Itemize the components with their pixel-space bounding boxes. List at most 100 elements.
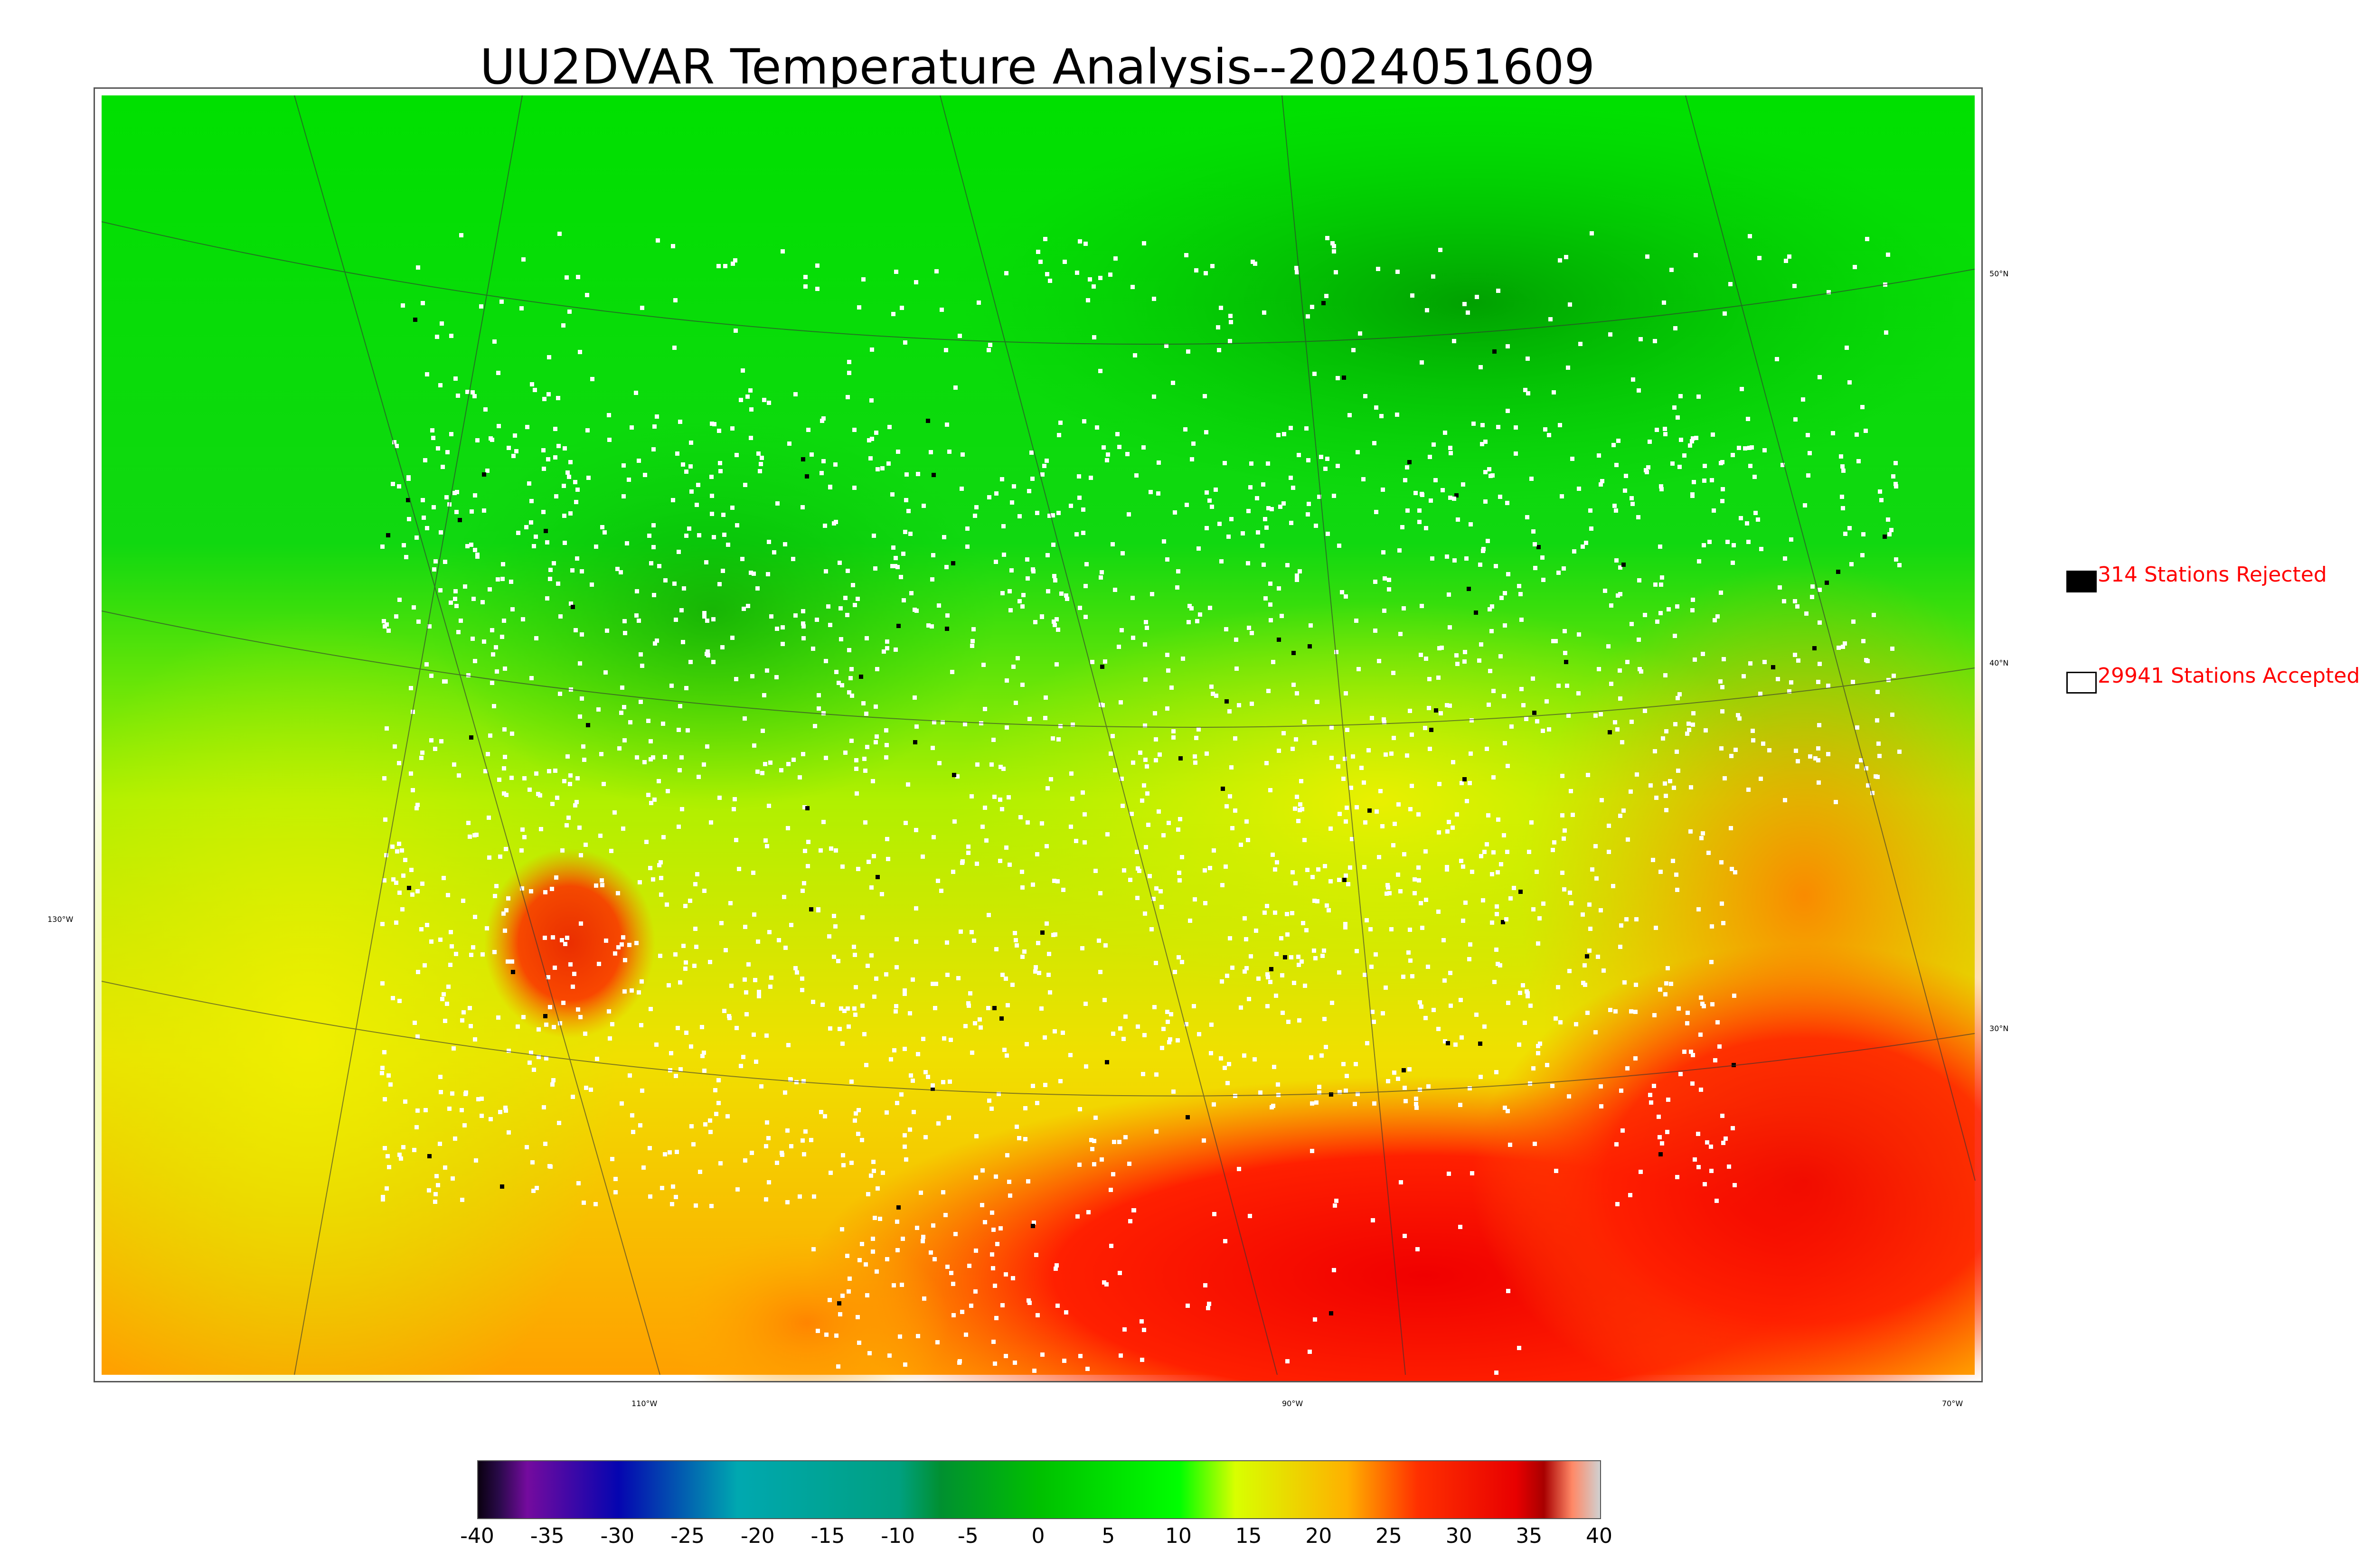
station-marker bbox=[1545, 699, 1549, 704]
station-marker bbox=[1625, 1066, 1630, 1070]
station-marker bbox=[849, 739, 854, 743]
station-marker bbox=[740, 557, 744, 561]
station-marker bbox=[1324, 1045, 1328, 1049]
station-marker bbox=[1389, 751, 1394, 756]
station-marker bbox=[457, 773, 461, 778]
station-marker bbox=[1131, 761, 1135, 765]
station-marker bbox=[1701, 831, 1705, 836]
station-marker bbox=[819, 1110, 823, 1114]
station-marker bbox=[443, 1019, 447, 1023]
station-marker bbox=[1665, 1130, 1669, 1134]
colorbar-tick-label: 25 bbox=[1375, 1524, 1402, 1548]
station-marker bbox=[1100, 665, 1104, 669]
station-marker bbox=[648, 1146, 652, 1150]
station-marker bbox=[565, 754, 570, 759]
station-marker bbox=[681, 462, 685, 467]
station-marker bbox=[1417, 878, 1421, 883]
station-marker bbox=[1565, 684, 1569, 688]
station-marker bbox=[711, 617, 716, 621]
station-marker bbox=[537, 1027, 541, 1032]
station-marker bbox=[821, 711, 826, 715]
station-marker bbox=[900, 1283, 904, 1287]
station-marker bbox=[502, 791, 506, 796]
station-marker bbox=[1541, 729, 1545, 733]
station-marker bbox=[1408, 709, 1412, 713]
station-marker bbox=[557, 232, 562, 236]
station-marker bbox=[571, 985, 575, 989]
station-marker bbox=[853, 603, 857, 607]
station-marker bbox=[1649, 783, 1653, 788]
station-marker bbox=[1706, 851, 1711, 855]
station-marker bbox=[970, 644, 974, 648]
station-marker bbox=[1517, 1346, 1521, 1350]
lon-label-110w: 110°W bbox=[631, 1399, 658, 1408]
station-marker bbox=[953, 1232, 958, 1236]
station-marker bbox=[951, 561, 955, 565]
station-marker bbox=[1176, 1038, 1180, 1042]
station-marker bbox=[1872, 613, 1876, 617]
station-marker bbox=[1677, 465, 1682, 469]
station-marker bbox=[1518, 890, 1523, 894]
station-marker bbox=[846, 569, 850, 573]
station-marker bbox=[1180, 855, 1184, 859]
station-marker bbox=[1494, 948, 1498, 952]
station-marker bbox=[1581, 981, 1585, 985]
station-marker bbox=[534, 771, 538, 776]
station-marker bbox=[642, 760, 647, 764]
station-marker bbox=[1244, 937, 1248, 941]
station-marker bbox=[1293, 881, 1298, 885]
station-marker bbox=[1624, 474, 1628, 478]
station-marker bbox=[1479, 365, 1483, 369]
station-marker bbox=[1496, 817, 1500, 822]
station-marker bbox=[1101, 703, 1105, 707]
station-marker bbox=[1506, 409, 1510, 413]
station-marker bbox=[579, 921, 583, 926]
station-marker bbox=[820, 1003, 825, 1007]
station-marker bbox=[1658, 987, 1662, 992]
station-marker bbox=[1312, 899, 1317, 903]
station-marker bbox=[969, 1304, 973, 1308]
station-marker bbox=[489, 436, 493, 441]
station-marker bbox=[1543, 427, 1547, 432]
station-marker bbox=[1611, 884, 1615, 888]
accepted-label: 29941 Stations Accepted bbox=[2098, 664, 2360, 688]
station-marker bbox=[793, 392, 798, 396]
station-marker bbox=[809, 1138, 813, 1142]
station-marker bbox=[1691, 711, 1696, 715]
station-marker bbox=[466, 673, 471, 677]
station-marker bbox=[1448, 625, 1452, 629]
station-marker bbox=[1379, 414, 1384, 418]
station-marker bbox=[1696, 394, 1701, 399]
station-marker bbox=[801, 1079, 806, 1083]
station-marker bbox=[1004, 976, 1008, 981]
station-marker bbox=[1136, 866, 1140, 871]
station-marker bbox=[1383, 576, 1387, 581]
station-marker bbox=[1688, 829, 1693, 834]
station-marker bbox=[945, 627, 949, 631]
station-marker bbox=[1156, 491, 1160, 496]
station-marker bbox=[767, 540, 771, 544]
station-marker bbox=[733, 797, 737, 801]
station-marker bbox=[1269, 618, 1273, 622]
station-marker bbox=[994, 560, 998, 564]
station-marker bbox=[388, 1082, 393, 1087]
station-marker bbox=[1663, 427, 1667, 431]
station-marker bbox=[1002, 553, 1006, 557]
station-marker bbox=[1022, 949, 1027, 954]
station-marker bbox=[1291, 870, 1295, 874]
station-marker bbox=[547, 1164, 552, 1168]
station-marker bbox=[820, 471, 824, 475]
station-marker bbox=[554, 875, 558, 880]
station-marker bbox=[1285, 1359, 1290, 1363]
station-marker bbox=[413, 318, 417, 322]
station-marker bbox=[702, 614, 707, 619]
station-marker bbox=[1093, 1116, 1098, 1120]
station-marker bbox=[528, 788, 532, 792]
station-marker bbox=[987, 1099, 991, 1103]
station-marker bbox=[1536, 941, 1540, 946]
station-marker bbox=[915, 1226, 919, 1230]
station-marker bbox=[846, 395, 850, 399]
station-marker bbox=[1498, 654, 1503, 658]
station-marker bbox=[391, 996, 395, 1000]
station-marker bbox=[509, 580, 513, 584]
